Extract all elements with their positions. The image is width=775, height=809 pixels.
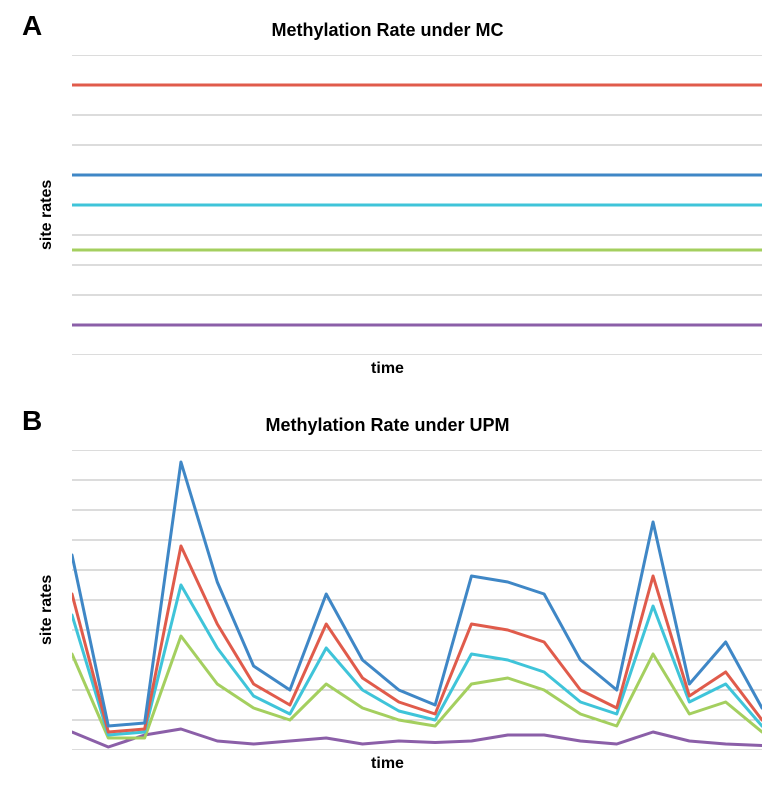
series-s4 — [72, 636, 762, 738]
panel-b-plot — [72, 450, 762, 750]
page: A Methylation Rate under MC site rates t… — [0, 0, 775, 809]
panel-a-title: Methylation Rate under MC — [0, 20, 775, 41]
panel-b-xlabel: time — [0, 755, 775, 773]
series-s1 — [72, 546, 762, 732]
panel-b-ylabel: site rates — [38, 575, 56, 645]
panel-a-ylabel: site rates — [38, 180, 56, 250]
series-s5 — [72, 729, 762, 747]
chart-svg — [72, 55, 762, 355]
panel-a-xlabel: time — [0, 360, 775, 378]
panel-b-title: Methylation Rate under UPM — [0, 415, 775, 436]
panel-a-plot — [72, 55, 762, 355]
chart-svg — [72, 450, 762, 750]
